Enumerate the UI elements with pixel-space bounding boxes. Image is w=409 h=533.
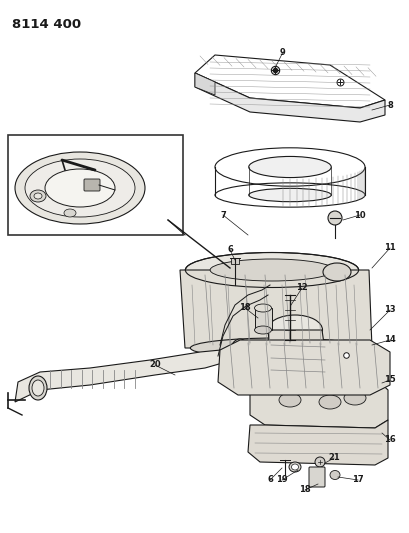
Ellipse shape	[30, 190, 46, 202]
Ellipse shape	[25, 159, 135, 217]
Ellipse shape	[329, 471, 339, 480]
Ellipse shape	[284, 351, 369, 389]
Text: 8114 400: 8114 400	[12, 18, 81, 31]
Ellipse shape	[322, 263, 350, 281]
Ellipse shape	[248, 188, 330, 201]
Text: 20: 20	[149, 360, 160, 369]
Ellipse shape	[15, 152, 145, 224]
Text: 7: 7	[220, 211, 225, 220]
Polygon shape	[15, 348, 241, 402]
Ellipse shape	[254, 304, 271, 312]
Text: 6: 6	[266, 475, 272, 484]
Ellipse shape	[318, 395, 340, 409]
Ellipse shape	[254, 326, 271, 334]
Text: 5: 5	[137, 190, 143, 199]
Polygon shape	[247, 420, 387, 465]
Ellipse shape	[278, 393, 300, 407]
Polygon shape	[249, 375, 387, 428]
Text: 10: 10	[353, 211, 365, 220]
Ellipse shape	[229, 339, 249, 367]
Polygon shape	[218, 340, 389, 395]
Text: 13: 13	[383, 305, 395, 314]
Bar	[230, 258, 238, 264]
Text: 16: 16	[383, 435, 395, 445]
Ellipse shape	[32, 380, 44, 396]
Text: 14: 14	[383, 335, 395, 344]
Ellipse shape	[248, 157, 330, 177]
Text: 3: 3	[112, 164, 118, 173]
Ellipse shape	[343, 391, 365, 405]
Text: 19: 19	[276, 475, 287, 484]
Ellipse shape	[45, 169, 115, 207]
Polygon shape	[195, 73, 214, 95]
Text: 12: 12	[295, 284, 307, 293]
Text: 6: 6	[227, 246, 232, 254]
Ellipse shape	[267, 315, 322, 345]
Ellipse shape	[314, 457, 324, 467]
Ellipse shape	[296, 358, 356, 383]
Ellipse shape	[291, 464, 298, 470]
Text: 18: 18	[238, 303, 250, 312]
Text: 11: 11	[383, 244, 395, 253]
Ellipse shape	[34, 193, 42, 199]
Ellipse shape	[214, 148, 364, 186]
Text: 15: 15	[383, 376, 395, 384]
Ellipse shape	[288, 462, 300, 472]
Polygon shape	[254, 308, 271, 330]
Text: 17: 17	[351, 475, 363, 484]
Polygon shape	[180, 270, 371, 348]
Ellipse shape	[29, 376, 47, 400]
Text: 2: 2	[82, 148, 88, 157]
FancyBboxPatch shape	[308, 467, 324, 487]
Text: 18: 18	[299, 486, 310, 495]
Text: 8: 8	[386, 101, 392, 109]
Text: 1: 1	[19, 168, 25, 177]
Bar	[8, 135, 182, 235]
Polygon shape	[195, 73, 384, 122]
Text: 21: 21	[327, 454, 339, 463]
Text: 4: 4	[125, 174, 130, 182]
Ellipse shape	[190, 338, 363, 358]
Ellipse shape	[327, 211, 341, 225]
FancyBboxPatch shape	[84, 179, 100, 191]
Text: 9: 9	[279, 47, 285, 56]
Ellipse shape	[185, 253, 358, 287]
Polygon shape	[195, 55, 384, 108]
Ellipse shape	[209, 259, 333, 281]
Polygon shape	[329, 348, 344, 370]
Polygon shape	[267, 330, 329, 385]
Ellipse shape	[64, 209, 76, 217]
